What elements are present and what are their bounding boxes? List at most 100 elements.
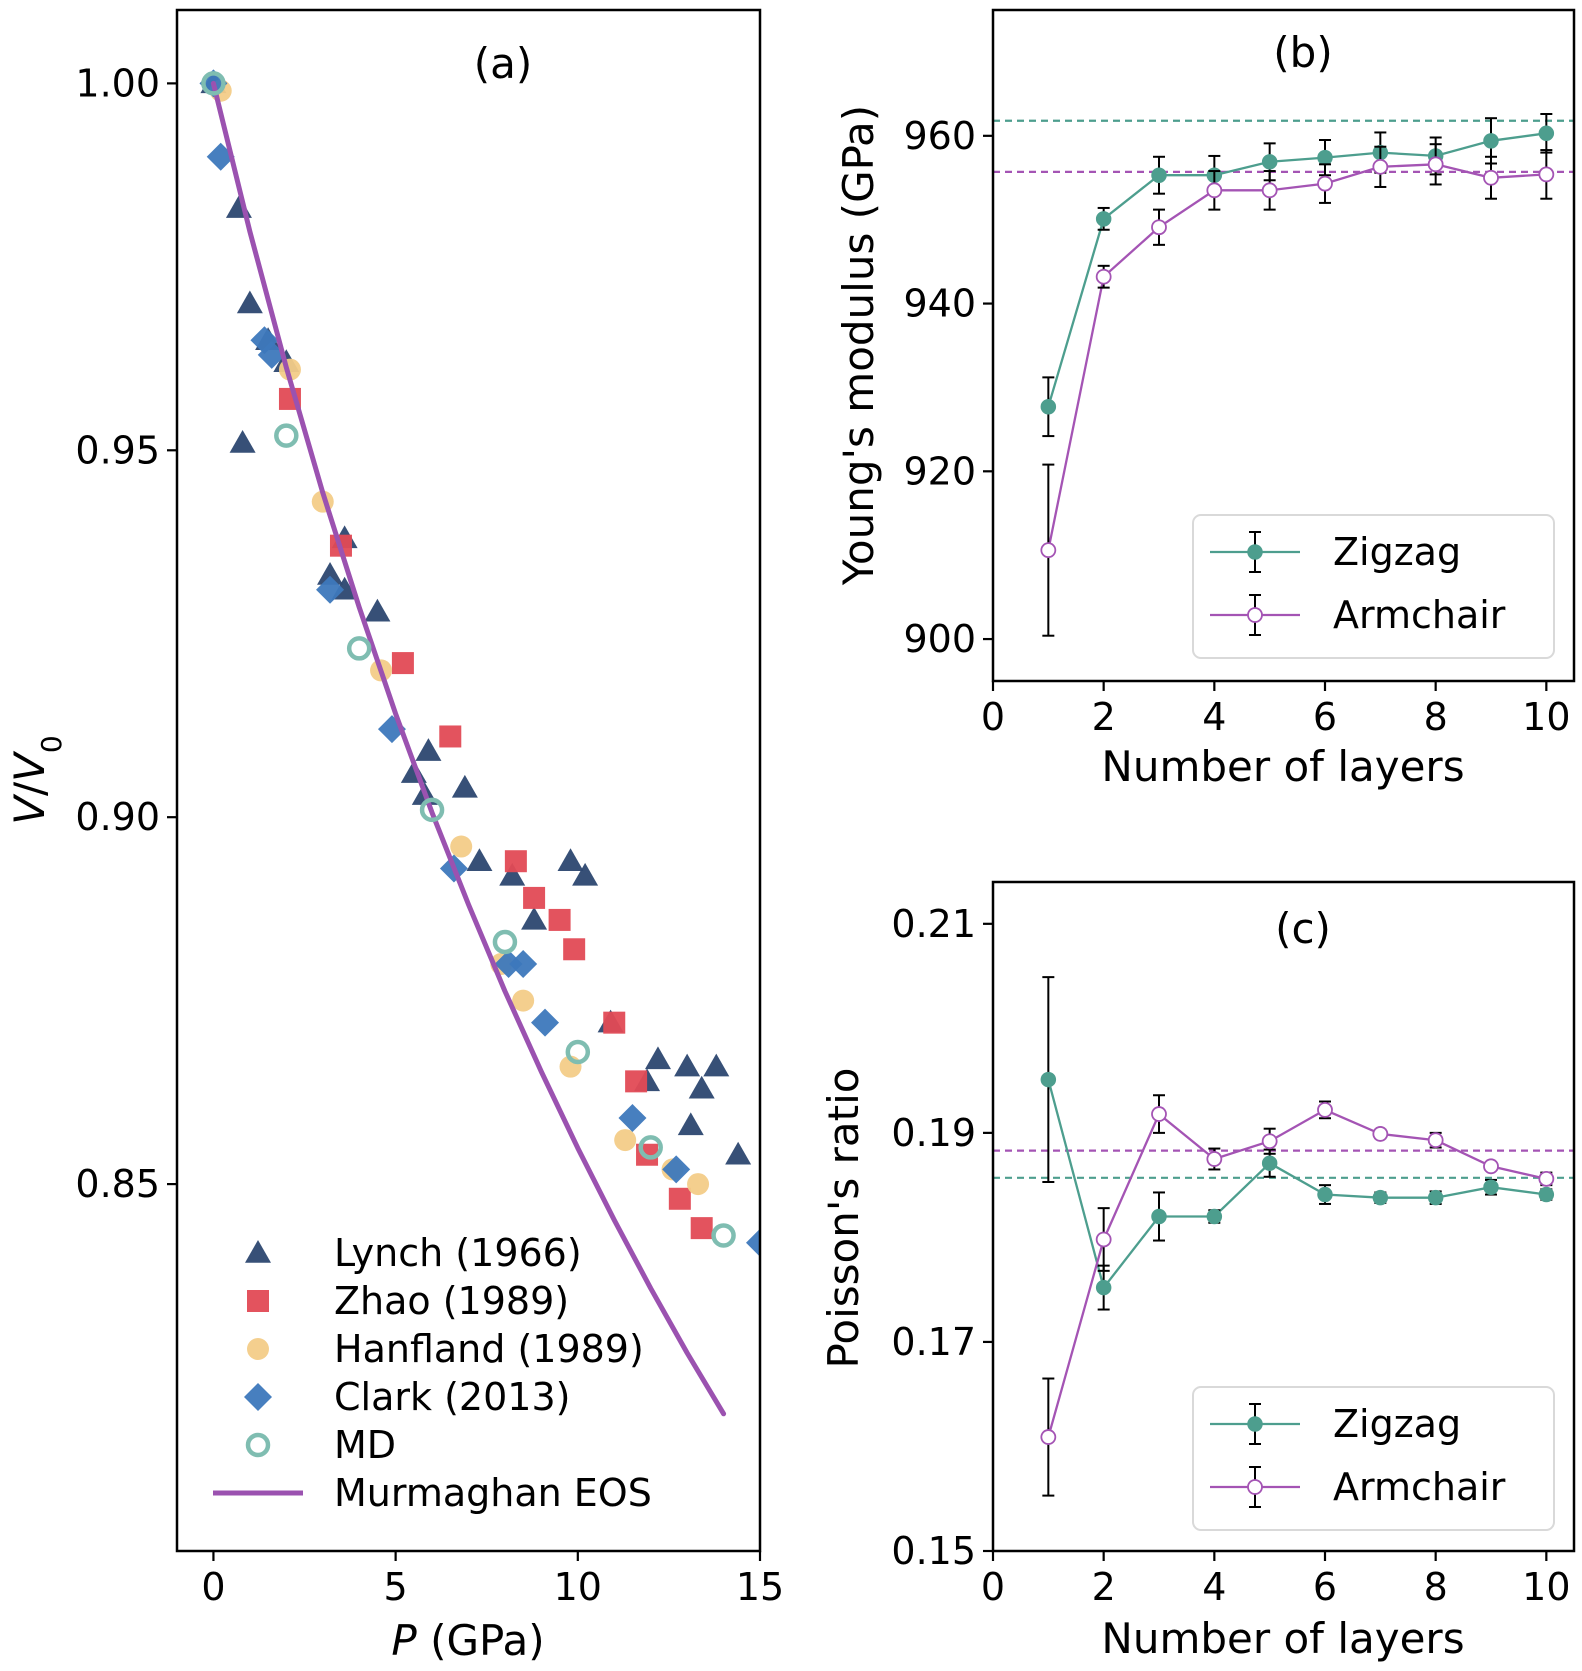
data-point: [531, 1009, 559, 1037]
panel-a-xlabel-unit: (GPa): [417, 1616, 545, 1665]
panel-a-ytick-label: 1.00: [75, 61, 160, 105]
panel-b-ytick-label: 920: [903, 449, 976, 493]
legend-marker-swatch: [245, 1240, 271, 1263]
series-hanfland-1989: [210, 80, 709, 1195]
data-point: [689, 1076, 715, 1099]
data-point: [1429, 1133, 1443, 1147]
panel-b-xtick-label: 10: [1522, 695, 1570, 739]
panel-b-xtick-label: 4: [1202, 695, 1226, 739]
data-point: [714, 1225, 734, 1245]
data-point: [439, 725, 461, 747]
legend-marker-swatch: [1248, 1417, 1262, 1431]
data-point: [1152, 1107, 1166, 1121]
data-point: [1484, 1159, 1498, 1173]
legend-item: Clark (2013): [244, 1375, 570, 1419]
legend-marker-swatch: [248, 1435, 268, 1455]
panel-b-xtick-label: 2: [1092, 695, 1116, 739]
data-point: [452, 775, 478, 798]
data-point: [1152, 168, 1166, 182]
data-point: [678, 1112, 704, 1135]
panel-b-xtick-label: 8: [1424, 695, 1448, 739]
data-point: [364, 599, 390, 622]
panel-a-xtick-label: 10: [554, 1565, 602, 1609]
data-point: [645, 1046, 671, 1069]
panel-a-ylabel-slash: /: [5, 781, 54, 796]
data-point: [1318, 151, 1332, 165]
data-point: [509, 950, 537, 978]
panel-b-ytick-label: 960: [903, 114, 976, 158]
legend-marker-swatch: [1248, 608, 1262, 622]
panel-a: 0 5 10 15 0.85 0.90 0.95 1.00 (a) P (GPa) V/V 0 …: [5, 10, 784, 1665]
data-point: [521, 907, 547, 930]
legend-label: Armchair: [1333, 593, 1506, 637]
panel-c-xtick-label: 0: [981, 1565, 1005, 1609]
panel-b-legend: Zigzag Armchair: [1193, 515, 1554, 658]
panel-a-title: (a): [474, 39, 533, 88]
data-point: [618, 1104, 646, 1132]
panel-c-ytick-label: 0.21: [891, 902, 976, 946]
panel-b-xlabel: Number of layers: [1101, 742, 1464, 791]
data-point: [1318, 177, 1332, 191]
data-point: [1041, 1430, 1055, 1444]
legend-label: Armchair: [1333, 1465, 1506, 1509]
legend-label: Lynch (1966): [334, 1231, 582, 1275]
panel-a-ylabel-V0: V: [5, 750, 54, 782]
panel-a-ylabel-subscript: 0: [35, 735, 68, 753]
panel-a-xlabel: P (GPa): [391, 1616, 544, 1665]
data-point: [1539, 126, 1553, 140]
data-point: [1539, 1188, 1553, 1202]
data-point: [662, 1155, 690, 1183]
legend-marker-swatch: [244, 1383, 272, 1411]
data-point: [1373, 160, 1387, 174]
murmaghan-eos-curve: [213, 83, 723, 1413]
data-point: [1484, 134, 1498, 148]
data-point: [523, 887, 545, 909]
panel-c-xlabel: Number of layers: [1101, 1614, 1464, 1663]
data-point: [1263, 155, 1277, 169]
panel-a-xtick-label: 5: [384, 1565, 408, 1609]
data-point: [1263, 1134, 1277, 1148]
data-point: [669, 1188, 691, 1210]
series-clark-2013: [199, 69, 774, 1256]
series-zigzag: [1041, 977, 1553, 1309]
data-point: [691, 1217, 713, 1239]
data-point: [1318, 1103, 1332, 1117]
legend-label: MD: [334, 1423, 396, 1467]
data-point: [674, 1054, 700, 1077]
series-md: [203, 73, 733, 1245]
data-point: [1373, 1127, 1387, 1141]
data-point: [1429, 157, 1443, 171]
series-zhao-1989: [279, 388, 713, 1239]
data-point: [1097, 212, 1111, 226]
data-point: [1152, 1210, 1166, 1224]
panel-c-ytick-label: 0.17: [891, 1320, 976, 1364]
legend-marker-swatch: [1248, 1480, 1262, 1494]
data-point: [1484, 1180, 1498, 1194]
panel-a-ytick-label: 0.90: [75, 795, 160, 839]
legend-item: Murmaghan EOS: [213, 1471, 652, 1515]
data-point: [450, 836, 472, 858]
data-point: [1041, 400, 1055, 414]
data-point: [725, 1142, 751, 1165]
data-point: [1097, 1281, 1111, 1295]
data-point: [415, 738, 441, 761]
data-point: [614, 1129, 636, 1151]
data-point: [1263, 183, 1277, 197]
legend-marker-swatch: [247, 1290, 269, 1312]
panel-b: 0 2 4 6 8 10900920940960 (b) Number of layers…: [834, 10, 1574, 791]
data-point: [549, 909, 571, 931]
data-point: [392, 652, 414, 674]
data-point: [558, 848, 584, 871]
legend-label: Zhao (1989): [334, 1279, 569, 1323]
data-point: [1152, 220, 1166, 234]
legend-label: Zigzag: [1333, 1402, 1461, 1446]
data-point: [703, 1054, 729, 1077]
panel-a-xtick-label: 15: [736, 1565, 784, 1609]
panel-b-ylabel: Young's modulus (GPa): [834, 105, 883, 586]
panel-c-ytick-label: 0.19: [891, 1111, 976, 1155]
panel-c-xtick-label: 6: [1313, 1565, 1337, 1609]
legend-item: MD: [248, 1423, 396, 1467]
data-point: [625, 1070, 647, 1092]
data-point: [1097, 270, 1111, 284]
panel-a-plot-area: [199, 69, 774, 1413]
